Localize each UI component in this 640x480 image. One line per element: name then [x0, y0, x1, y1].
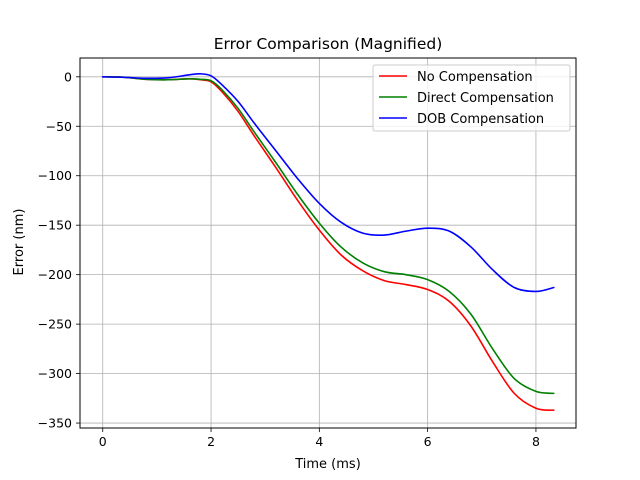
- series-line-dob-compensation: [101, 72, 555, 293]
- x-tick-label: 8: [532, 434, 540, 449]
- y-tick-label: −250: [38, 317, 72, 332]
- series-lines: [101, 72, 555, 411]
- x-tick-label: 4: [315, 434, 323, 449]
- ticks: 0 2 4 6 8 0 −50 −100 −150 −200 −250 −300 −350: [38, 69, 540, 449]
- y-tick-label: −200: [38, 267, 72, 282]
- grid: [80, 58, 576, 428]
- y-axis-label: Error (nm): [12, 209, 27, 276]
- legend-label-dob-compensation: DOB Compensation: [417, 112, 544, 127]
- x-tick-label: 0: [99, 434, 107, 449]
- y-tick-label: −100: [38, 168, 72, 183]
- x-axis-label: Time (ms): [294, 457, 361, 472]
- y-tick-label: −350: [38, 416, 72, 431]
- chart-title: Error Comparison (Magnified): [214, 35, 443, 53]
- legend-box: [372, 64, 571, 132]
- x-tick-label: 2: [207, 434, 215, 449]
- legend: No Compensation Direct Compensation DOB …: [372, 64, 571, 132]
- plot-frame: [79, 57, 577, 429]
- y-tick-label: −300: [38, 366, 72, 381]
- legend-label-direct-compensation: Direct Compensation: [417, 91, 554, 106]
- x-tick-label: 6: [424, 434, 432, 449]
- y-tick-label: −150: [38, 218, 72, 233]
- y-tick-label: −50: [46, 119, 72, 134]
- legend-label-no-compensation: No Compensation: [417, 70, 533, 85]
- y-tick-label: 0: [64, 69, 72, 84]
- series-line-direct-compensation: [101, 76, 555, 395]
